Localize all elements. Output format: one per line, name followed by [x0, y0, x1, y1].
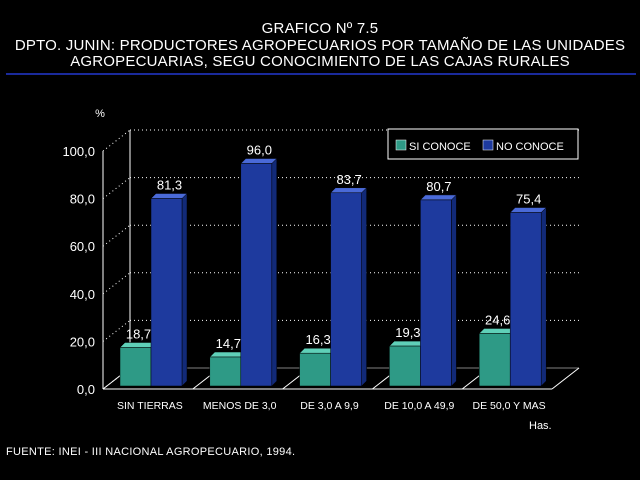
bar-no-conoce	[509, 212, 542, 387]
x-tick-label: DE 3,0 A 9,9	[300, 400, 359, 412]
bar-side	[451, 194, 457, 387]
bar-no-conoce	[420, 199, 452, 387]
x-tick-label: MENOS DE 3,0	[203, 400, 277, 412]
gridline-side	[102, 272, 131, 295]
bar-si-conoce	[119, 347, 152, 387]
bar-top	[419, 194, 458, 201]
gridline-side	[102, 224, 131, 247]
data-label: 19,3	[395, 325, 420, 340]
x-tick-label: DE 10,0 A 49,9	[384, 400, 454, 412]
data-label: 14,7	[216, 336, 241, 351]
floor-edge	[551, 367, 580, 390]
bar-top	[478, 328, 516, 334]
bar-no-conoce	[330, 192, 362, 387]
chart-title-line-3: AGROPECUARIAS, SEGU CONOCIMIENTO DE LAS …	[70, 53, 570, 70]
data-label: 80,7	[426, 179, 451, 194]
bar-top	[298, 347, 337, 354]
gridline-side	[102, 177, 131, 199]
y-tick-label: 60,0	[70, 239, 95, 254]
bar-side	[181, 192, 188, 387]
data-label: 24,6	[485, 312, 510, 327]
data-label: 18,7	[126, 326, 151, 341]
y-axis-unit: %	[95, 108, 105, 120]
bar-top	[509, 207, 547, 213]
bar-top	[150, 193, 188, 199]
bar-top	[119, 342, 157, 348]
chart-title-line-1: GRAFICO Nº 7.5	[261, 20, 379, 37]
bar-no-conoce	[150, 198, 183, 387]
data-label: 81,3	[157, 178, 182, 193]
x-tick-label: SIN TIERRAS	[117, 400, 183, 412]
bar-side	[271, 157, 278, 387]
bar-top	[388, 340, 427, 347]
gridline-side	[102, 320, 131, 342]
bar-si-conoce	[209, 356, 242, 387]
legend-label-no: NO CONOCE	[496, 141, 564, 153]
gridline-side	[102, 129, 131, 152]
bar-si-conoce	[478, 333, 511, 387]
legend-swatch-no	[482, 139, 494, 151]
chart-title-line-2: DPTO. JUNIN: PRODUCTORES AGROPECUARIOS P…	[14, 37, 626, 54]
legend-swatch-si	[395, 139, 407, 151]
y-tick-label: 0,0	[77, 382, 95, 397]
y-tick-label: 80,0	[70, 192, 95, 207]
y-tick-label: 100,0	[62, 144, 95, 159]
data-label: 83,7	[336, 172, 361, 187]
bar-side	[540, 206, 547, 387]
y-tick-label: 40,0	[70, 287, 95, 302]
title-divider	[6, 73, 636, 75]
bar-side	[361, 187, 367, 387]
x-axis-unit: Has.	[529, 420, 552, 432]
data-label: 96,0	[247, 143, 272, 158]
bar-no-conoce	[240, 163, 273, 387]
bar-si-conoce	[299, 352, 331, 387]
bar-top	[329, 187, 368, 194]
y-tick-label: 20,0	[70, 334, 95, 349]
legend-label-si: SI CONOCE	[409, 141, 471, 153]
data-label: 16,3	[305, 332, 330, 347]
bar-top	[209, 351, 247, 358]
bar-top	[240, 158, 278, 164]
data-label: 75,4	[516, 192, 541, 207]
x-tick-label: DE 50,0 Y MAS	[473, 400, 546, 412]
source-note: FUENTE: INEI - III NACIONAL AGROPECUARIO…	[6, 446, 296, 458]
bar-si-conoce	[389, 345, 421, 387]
